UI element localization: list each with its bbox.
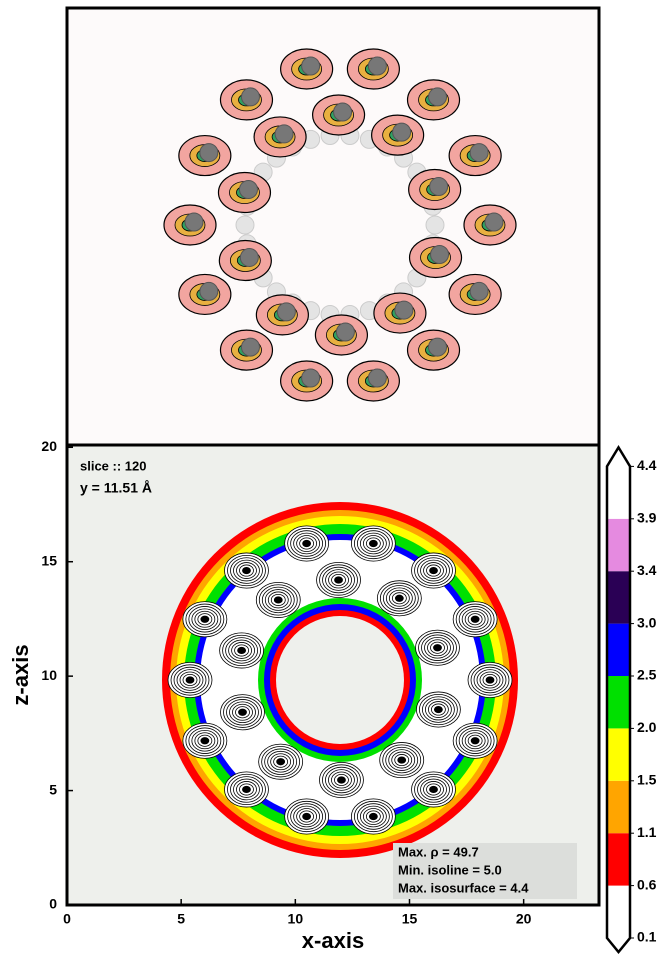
y-axis-label: z-axis bbox=[8, 644, 33, 705]
info-text: Min. isoline = 5.0 bbox=[398, 862, 502, 877]
isoline bbox=[200, 615, 210, 623]
atom bbox=[469, 143, 489, 163]
isoline bbox=[242, 566, 251, 575]
cage-atom bbox=[425, 215, 445, 235]
atom bbox=[301, 368, 321, 388]
atom bbox=[428, 87, 448, 107]
colorbar-tick-label: 3.9 bbox=[637, 510, 657, 526]
isoline bbox=[368, 812, 378, 821]
atom bbox=[199, 281, 219, 301]
info-box bbox=[393, 843, 577, 899]
isoline bbox=[337, 776, 346, 784]
x-tick-label: 0 bbox=[63, 911, 71, 927]
colorbar-band bbox=[607, 728, 630, 781]
y-tick-label: 5 bbox=[49, 781, 57, 797]
atom bbox=[301, 56, 321, 76]
atom bbox=[199, 143, 219, 163]
x-tick-label: 15 bbox=[402, 911, 418, 927]
colorbar-band bbox=[607, 518, 630, 572]
cage-atom bbox=[235, 215, 255, 235]
molecule-render bbox=[163, 48, 517, 402]
y-tick-label: 15 bbox=[41, 552, 57, 568]
isoline bbox=[302, 812, 312, 821]
colorbar-tick-label: 4.4 bbox=[637, 457, 657, 473]
isoline bbox=[302, 539, 312, 548]
isoline bbox=[470, 615, 480, 623]
colorbar-tick-label: 1.5 bbox=[637, 772, 657, 788]
atom bbox=[394, 300, 414, 320]
isoline bbox=[237, 646, 247, 655]
colorbar-tick-label: 2.0 bbox=[637, 719, 657, 735]
isoline bbox=[273, 596, 283, 604]
isoline bbox=[429, 566, 438, 575]
isoline bbox=[433, 644, 442, 652]
atom bbox=[469, 281, 489, 301]
atom bbox=[430, 245, 450, 265]
atom bbox=[484, 212, 504, 232]
isoline bbox=[200, 737, 210, 745]
isoline bbox=[429, 785, 438, 794]
x-axis-label: x-axis bbox=[302, 928, 364, 953]
atom bbox=[239, 247, 259, 267]
colorbar-tick-label: 0.6 bbox=[637, 876, 657, 892]
contour-field bbox=[162, 502, 518, 858]
colorbar-band bbox=[607, 885, 630, 938]
isoline bbox=[397, 756, 407, 764]
colorbar-band bbox=[607, 466, 630, 519]
x-tick-label: 10 bbox=[288, 911, 304, 927]
colorbar-tick-label: 3.4 bbox=[637, 562, 657, 578]
isoline bbox=[485, 676, 495, 684]
colorbar-tick-label: 0.1 bbox=[637, 929, 657, 945]
x-tick-label: 20 bbox=[516, 911, 532, 927]
atom bbox=[276, 302, 296, 322]
colorbar-tick-label: 3.0 bbox=[637, 614, 657, 630]
y-tick-label: 10 bbox=[41, 667, 57, 683]
annotation: slice :: 120 bbox=[80, 458, 147, 473]
atom bbox=[367, 368, 387, 388]
atom bbox=[240, 337, 260, 357]
atom bbox=[429, 177, 449, 197]
colorbar-band bbox=[607, 623, 630, 676]
info-text: Max. isosurface = 4.4 bbox=[398, 880, 529, 895]
atom bbox=[184, 212, 204, 232]
isoline bbox=[276, 758, 286, 766]
atom bbox=[428, 337, 448, 357]
atom bbox=[367, 56, 387, 76]
y-tick-label: 20 bbox=[41, 438, 57, 454]
contour-band bbox=[276, 616, 404, 744]
isoline bbox=[470, 737, 480, 745]
isoline bbox=[368, 539, 378, 548]
atom bbox=[392, 122, 412, 142]
atom bbox=[335, 322, 355, 342]
isoline bbox=[433, 705, 443, 714]
isoline bbox=[242, 785, 251, 794]
isoline bbox=[238, 708, 247, 716]
atom bbox=[274, 124, 294, 144]
atom bbox=[238, 179, 258, 199]
isoline bbox=[185, 676, 195, 684]
atom bbox=[333, 102, 353, 122]
atom bbox=[240, 87, 260, 107]
colorbar-band bbox=[607, 676, 630, 729]
annotation: y = 11.51 Å bbox=[80, 480, 152, 496]
y-tick-label: 0 bbox=[49, 896, 57, 912]
colorbar-band bbox=[607, 780, 630, 834]
info-text: Max. ρ = 49.7 bbox=[398, 844, 479, 859]
colorbar-band bbox=[607, 571, 630, 624]
plot-frame bbox=[65, 443, 601, 907]
colorbar-tick-label: 2.5 bbox=[637, 667, 657, 683]
colorbar-band bbox=[607, 833, 630, 886]
colorbar-tick-label: 1.1 bbox=[637, 824, 657, 840]
isoline bbox=[334, 576, 343, 584]
isoline bbox=[394, 594, 404, 602]
x-tick-label: 5 bbox=[177, 911, 185, 927]
